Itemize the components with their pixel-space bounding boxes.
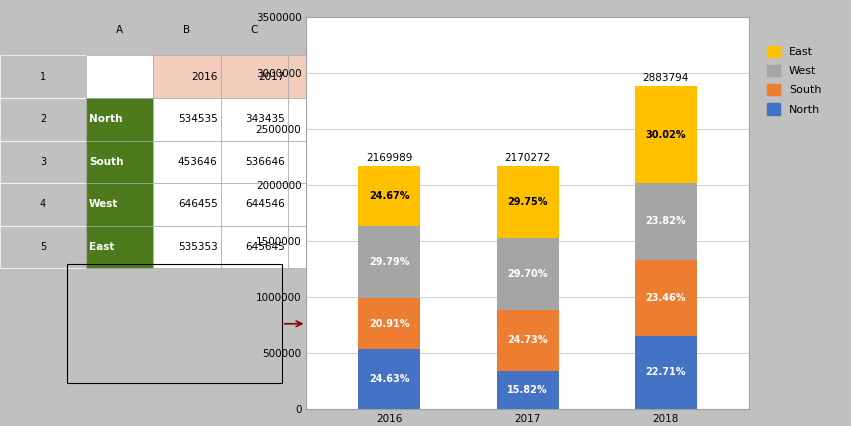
Bar <box>358 166 420 226</box>
Text: 646455: 646455 <box>178 199 218 210</box>
Text: 343435: 343435 <box>245 114 285 124</box>
Text: 22.71%: 22.71% <box>646 367 686 377</box>
Bar <box>220 141 288 183</box>
Bar <box>86 98 153 141</box>
Bar <box>220 183 288 226</box>
Text: 654778: 654778 <box>312 114 352 124</box>
Text: C: C <box>250 25 258 35</box>
Text: 24.67%: 24.67% <box>369 191 409 201</box>
Text: 865775: 865775 <box>312 242 352 252</box>
Text: 4: 4 <box>40 199 46 210</box>
Text: 686786: 686786 <box>312 199 352 210</box>
Text: B: B <box>183 25 191 35</box>
Text: 2016: 2016 <box>191 72 218 82</box>
Bar <box>220 55 288 98</box>
Bar <box>288 183 356 226</box>
Bar <box>358 298 420 349</box>
Text: East: East <box>89 242 114 252</box>
Text: 536646: 536646 <box>245 157 285 167</box>
Text: 535353: 535353 <box>178 242 218 252</box>
Text: 15.82%: 15.82% <box>507 385 548 395</box>
Text: 24.63%: 24.63% <box>369 374 409 384</box>
Text: 29.79%: 29.79% <box>369 257 409 267</box>
Bar <box>0 55 86 98</box>
Bar <box>0 98 86 141</box>
Bar <box>153 34 220 55</box>
Text: 645645: 645645 <box>245 242 285 252</box>
Bar <box>496 311 559 371</box>
Bar <box>358 226 420 298</box>
Text: 676455: 676455 <box>312 157 352 167</box>
Bar <box>86 226 153 268</box>
Bar <box>153 55 220 98</box>
Bar <box>0 226 86 268</box>
Bar <box>0 0 306 247</box>
Text: 1: 1 <box>40 72 46 82</box>
Bar <box>86 34 153 55</box>
Text: 30.02%: 30.02% <box>646 130 686 139</box>
Bar <box>67 264 282 383</box>
Bar <box>288 55 356 98</box>
Bar <box>635 260 697 336</box>
Legend: East, West, South, North: East, West, South, North <box>763 42 825 118</box>
Bar <box>635 336 697 409</box>
Text: A: A <box>116 25 123 35</box>
Text: South: South <box>89 157 123 167</box>
Text: 29.75%: 29.75% <box>507 197 548 207</box>
Bar <box>86 141 153 183</box>
Bar <box>288 226 356 268</box>
Bar <box>358 349 420 409</box>
Bar <box>220 226 288 268</box>
Bar <box>0 183 86 226</box>
Text: 2883794: 2883794 <box>643 73 689 83</box>
Bar <box>0 141 86 183</box>
Text: 23.46%: 23.46% <box>646 293 686 303</box>
Text: 5: 5 <box>40 242 46 252</box>
Bar <box>220 34 288 55</box>
Text: 2017: 2017 <box>259 72 285 82</box>
Text: 2170272: 2170272 <box>505 153 551 163</box>
Text: 24.73%: 24.73% <box>507 335 548 345</box>
Bar <box>288 98 356 141</box>
Text: 23.82%: 23.82% <box>646 216 686 227</box>
Bar <box>153 226 220 268</box>
Text: West: West <box>89 199 118 210</box>
Bar <box>496 371 559 409</box>
Text: North: North <box>89 114 123 124</box>
Bar <box>496 238 559 311</box>
Bar <box>0 34 86 55</box>
Bar <box>86 55 153 98</box>
Text: 2: 2 <box>40 114 46 124</box>
Bar <box>153 183 220 226</box>
Text: 534535: 534535 <box>178 114 218 124</box>
Bar <box>635 86 697 183</box>
Text: 453646: 453646 <box>178 157 218 167</box>
Bar <box>153 141 220 183</box>
Text: 2018: 2018 <box>326 72 352 82</box>
Text: 20.91%: 20.91% <box>369 319 409 329</box>
Text: 29.70%: 29.70% <box>507 269 548 279</box>
Bar <box>288 141 356 183</box>
Bar <box>288 34 356 55</box>
Text: 2169989: 2169989 <box>366 153 413 163</box>
Text: D: D <box>317 25 326 35</box>
Bar <box>220 98 288 141</box>
Bar <box>153 98 220 141</box>
Bar <box>496 166 559 238</box>
Bar <box>635 183 697 260</box>
Text: 644546: 644546 <box>245 199 285 210</box>
Bar <box>86 183 153 226</box>
Text: 3: 3 <box>40 157 46 167</box>
